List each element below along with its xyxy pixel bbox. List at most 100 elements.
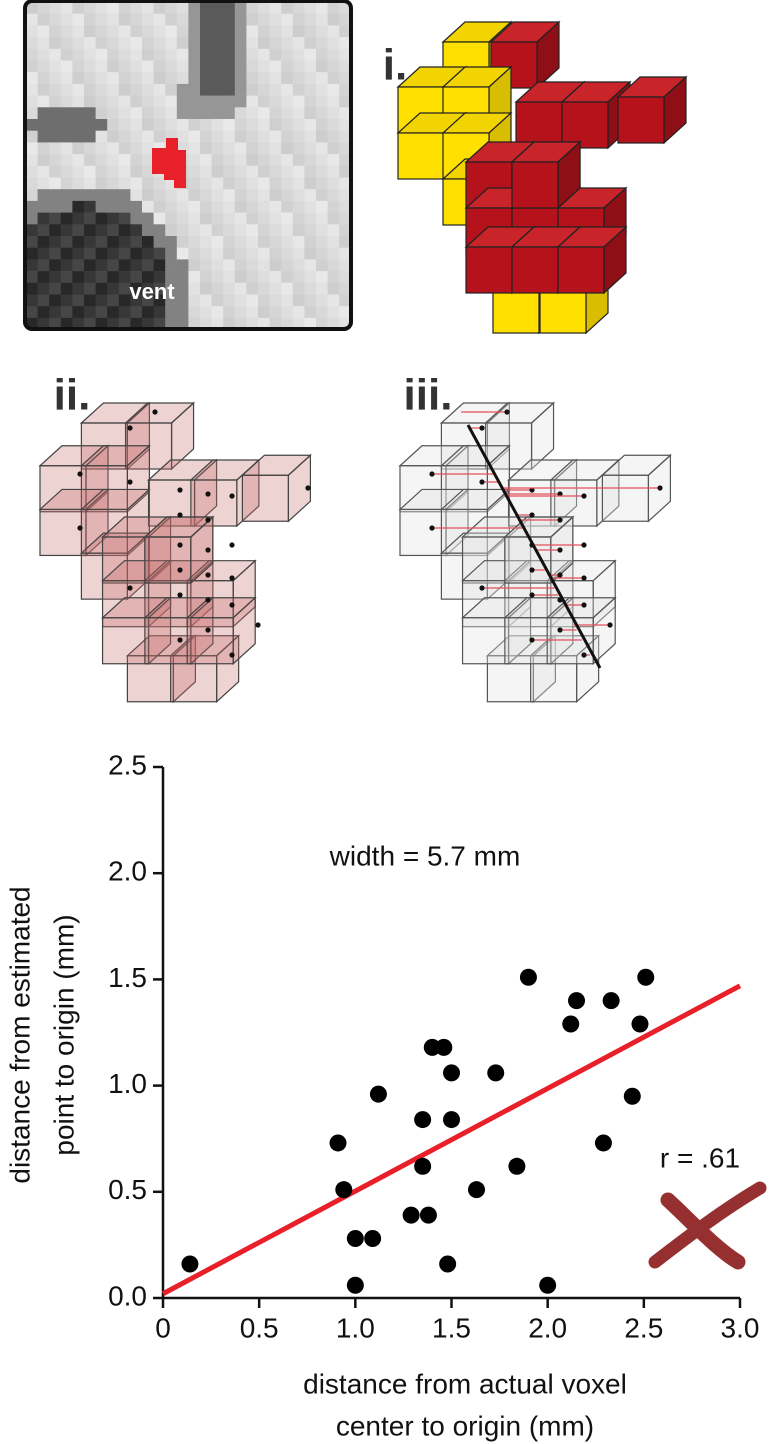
pixel (107, 37, 120, 50)
pixel (327, 2, 340, 14)
pixel (316, 83, 328, 96)
pixel (49, 107, 62, 120)
pixel (327, 154, 340, 167)
pixel (84, 177, 96, 190)
pixel (37, 48, 50, 61)
pixel (176, 259, 189, 272)
pixel (165, 189, 178, 202)
pixel (72, 2, 85, 14)
pixel (339, 154, 350, 167)
roi (152, 138, 186, 188)
pixel (37, 236, 50, 248)
pixel (176, 189, 189, 202)
pixel (107, 189, 120, 202)
pixel (153, 317, 166, 328)
pixel (234, 200, 247, 213)
pixel (153, 306, 166, 319)
voxel-center (479, 479, 485, 485)
pixel (130, 48, 143, 61)
pixel (72, 13, 85, 26)
pixel (107, 119, 120, 131)
pixel (269, 306, 282, 319)
pixel (49, 212, 62, 225)
pixel (292, 142, 305, 155)
pixel (281, 177, 294, 190)
pixel (316, 165, 328, 178)
pixel (304, 83, 317, 96)
pixel (339, 95, 350, 108)
pixel (292, 95, 305, 108)
voxel-face (399, 508, 447, 557)
voxel-center (529, 592, 535, 598)
pixel (188, 306, 201, 319)
pixel (72, 224, 85, 237)
voxel-center (557, 491, 563, 497)
pixel (327, 107, 340, 120)
pixel (26, 37, 38, 50)
pixel (107, 294, 120, 307)
pixel (60, 306, 73, 319)
pixel (292, 282, 305, 295)
pixel (234, 130, 247, 143)
point (364, 1230, 382, 1248)
pixel (84, 317, 96, 328)
voxel-center (581, 575, 587, 581)
pixel (223, 107, 236, 120)
pixel (118, 83, 131, 96)
pixel (200, 189, 212, 202)
pixel (211, 142, 224, 155)
voxel-center (177, 637, 183, 643)
pixel (281, 72, 294, 85)
voxel-center (127, 585, 133, 591)
pixel (258, 271, 270, 284)
pixel (223, 25, 236, 38)
pixel (84, 72, 96, 85)
pixel (304, 200, 317, 213)
pixel (339, 60, 350, 73)
pixel (339, 13, 350, 26)
pixel (60, 165, 73, 178)
pixel (200, 107, 212, 120)
pixel (49, 37, 62, 50)
pixel (258, 119, 270, 131)
voxel-face (101, 617, 150, 665)
pixel (211, 60, 224, 73)
pixel (269, 200, 282, 213)
pixel (327, 119, 340, 131)
pixel (200, 130, 212, 143)
pixel (84, 189, 96, 202)
pixel (165, 259, 178, 272)
point (335, 1181, 353, 1199)
pixel (95, 236, 108, 248)
pixel (246, 72, 259, 85)
pixel (26, 119, 38, 131)
pixel (316, 48, 328, 61)
pixel (281, 2, 294, 14)
pixel (165, 2, 178, 14)
pixel (130, 142, 143, 155)
y-tick-label: 2.0 (108, 856, 147, 887)
pixel (72, 177, 85, 190)
pixel (84, 119, 96, 131)
pixel (60, 142, 73, 155)
pixel (95, 271, 108, 284)
pixel (49, 2, 62, 14)
pixel (130, 282, 143, 295)
pixel (292, 60, 305, 73)
pixel (118, 317, 131, 328)
voxel-center (429, 471, 435, 477)
pixel (269, 212, 282, 225)
pixel (339, 48, 350, 61)
pixel (118, 119, 131, 131)
pixel (281, 37, 294, 50)
pixel (339, 282, 350, 295)
pixel (258, 177, 270, 190)
pixel (292, 189, 305, 202)
pixel (26, 48, 38, 61)
pixel (95, 48, 108, 61)
point (402, 1206, 420, 1224)
pixel (84, 130, 96, 143)
pixel (84, 95, 96, 108)
pixel (234, 294, 247, 307)
pixel (153, 95, 166, 108)
